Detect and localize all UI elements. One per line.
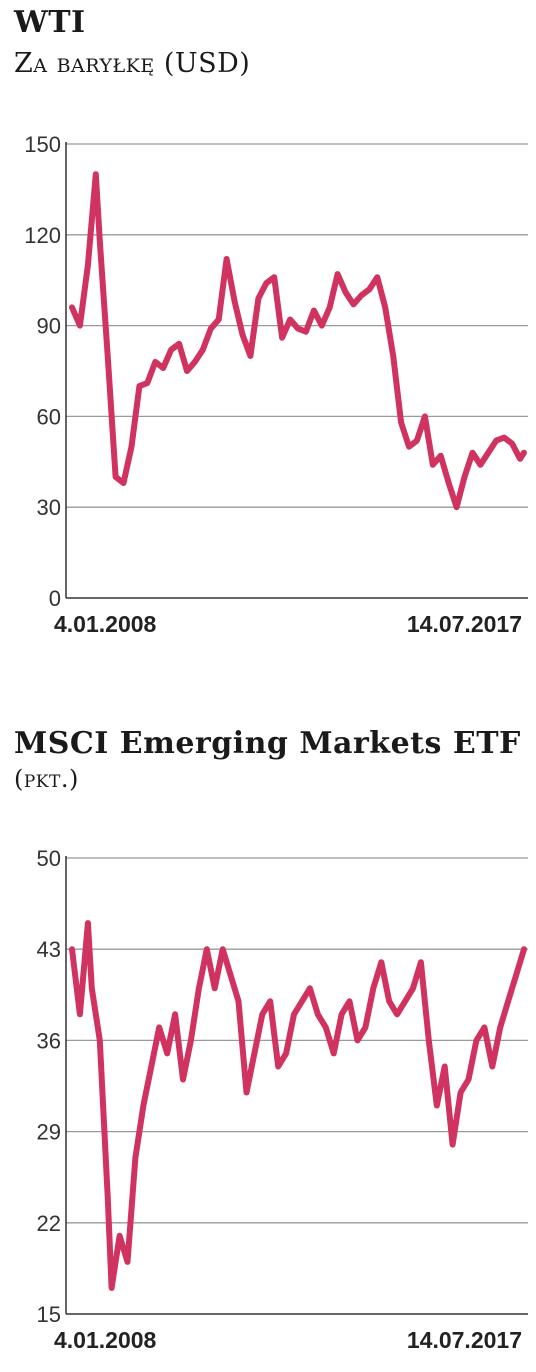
chart1-subtitle: Za baryłkę (USD)	[14, 48, 251, 79]
x-tick-label-start-1: 4.01.2008	[54, 1327, 157, 1353]
chart1-title: WTI	[14, 5, 86, 40]
x-tick-label-start-0: 4.01.2008	[54, 611, 157, 637]
series-line-1	[69, 920, 527, 1291]
chart2-title: MSCI Emerging Markets ETF (pkt.)	[14, 727, 534, 796]
y-tick-label-1-3: 36	[37, 1028, 61, 1053]
y-tick-label-1-1: 22	[37, 1211, 61, 1236]
y-tick-label-0-4: 120	[24, 223, 61, 248]
y-tick-label-0-2: 60	[37, 404, 61, 429]
msci-line-chart: 15 22 29 36 43 50 4.01.2008 14.07.2017	[37, 846, 528, 1353]
y-tick-label-0-0: 0	[49, 586, 61, 611]
y-tick-label-0-1: 30	[37, 495, 61, 520]
y-tick-label-0-3: 90	[37, 314, 61, 339]
y-tick-label-1-2: 29	[37, 1120, 61, 1145]
y-tick-label-1-5: 50	[37, 846, 61, 871]
y-tick-label-1-0: 15	[37, 1302, 61, 1327]
series-line-0	[69, 171, 527, 511]
chart2-title-text: MSCI Emerging Markets ETF	[14, 726, 521, 761]
y-tick-label-1-4: 43	[37, 937, 61, 962]
wti-line-chart: 0 30 60 90 120 150 4.01.2008 14.07.2017	[24, 132, 528, 637]
x-tick-label-end-0: 14.07.2017	[407, 611, 522, 637]
x-tick-label-end-1: 14.07.2017	[407, 1327, 522, 1353]
y-tick-label-0-5: 150	[24, 132, 61, 157]
chart2-unit-label: (pkt.)	[14, 765, 79, 793]
